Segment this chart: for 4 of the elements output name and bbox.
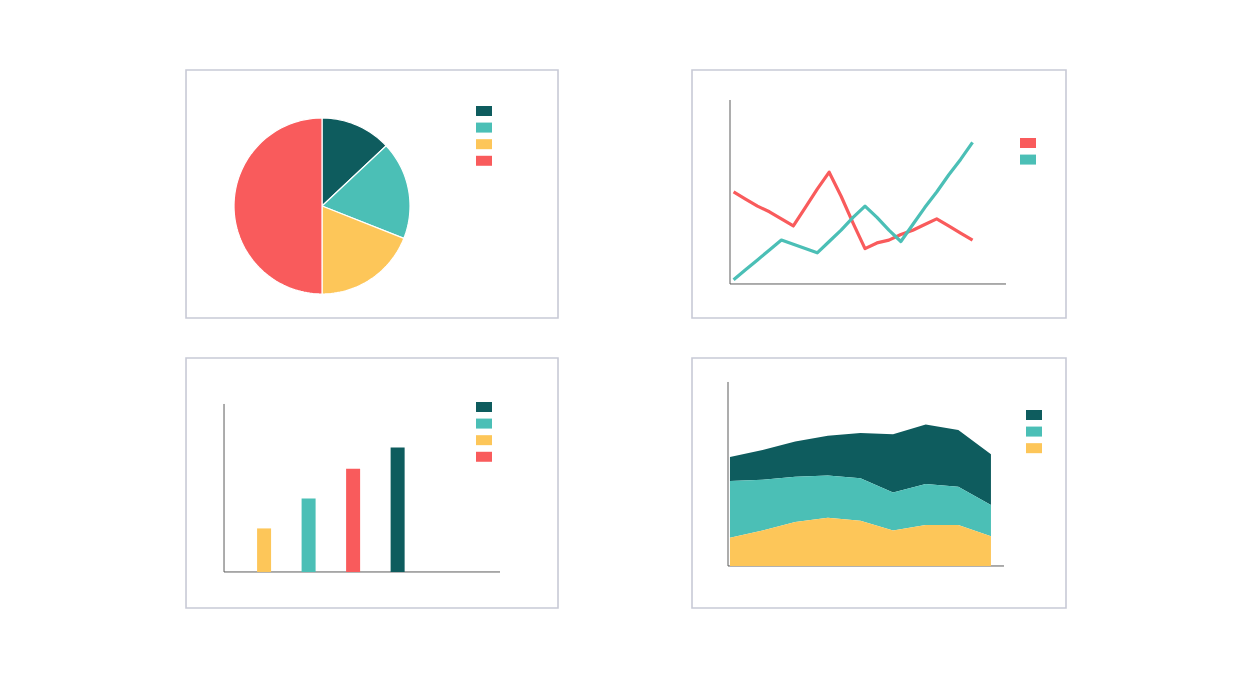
bar [346,468,361,572]
bar [257,528,272,572]
bar [301,498,316,572]
bar [390,447,405,572]
